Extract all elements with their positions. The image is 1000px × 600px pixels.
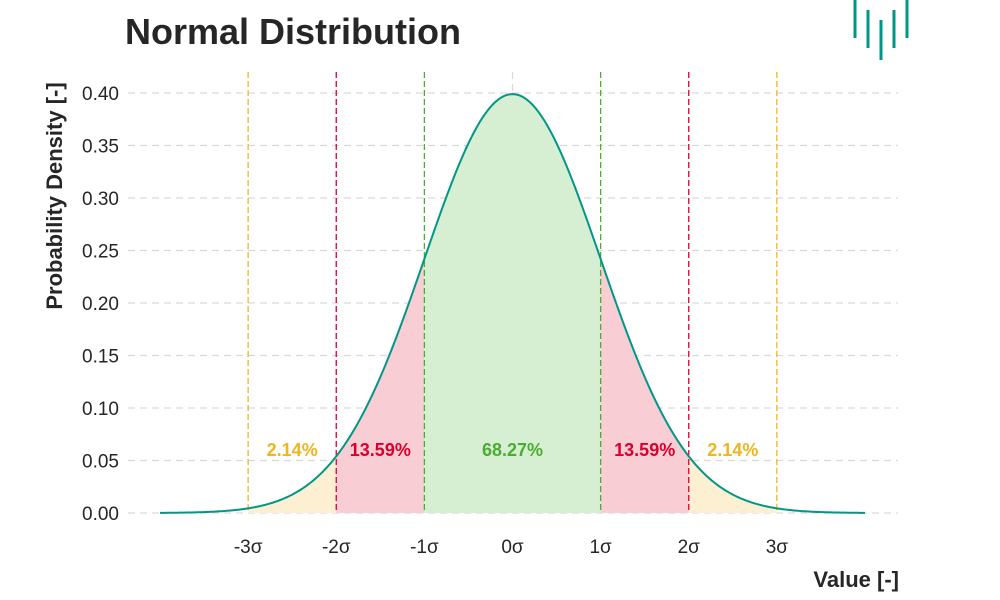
y-axis-label: Probability Density [-]	[42, 82, 67, 309]
y-tick-label: 0.00	[82, 504, 119, 525]
y-tick-label: 0.10	[82, 399, 119, 420]
x-tick-label: -2σ	[322, 537, 351, 558]
x-tick-label: -1σ	[410, 537, 439, 558]
y-tick-label: 0.15	[82, 347, 119, 368]
percentage-label: 68.27%	[482, 440, 543, 460]
x-tick-label: 0σ	[501, 537, 524, 558]
x-tick-label: 1σ	[589, 537, 612, 558]
x-tick-labels: -3σ -2σ -1σ 0σ 1σ 2σ 3σ	[234, 537, 788, 558]
curve-layer	[159, 93, 866, 514]
y-tick-label: 0.20	[82, 294, 119, 315]
y-tick-label: 0.35	[82, 137, 119, 158]
y-tick-labels: 0.00 0.05 0.10 0.15 0.20 0.25 0.30 0.35 0.40	[82, 84, 119, 525]
x-tick-label: -3σ	[234, 537, 263, 558]
chart-title: Normal Distribution	[125, 11, 461, 52]
percentage-label: 2.14%	[707, 440, 758, 460]
y-tick-label: 0.25	[82, 242, 119, 263]
x-tick-label: 3σ	[766, 537, 789, 558]
shaded-region	[424, 94, 601, 514]
shaded-region	[248, 456, 337, 513]
bars-logo-icon	[853, 0, 909, 60]
percentage-label: 13.59%	[614, 440, 675, 460]
y-tick-label: 0.30	[82, 189, 119, 210]
density-curve	[159, 93, 866, 514]
shaded-region	[688, 456, 777, 513]
percentage-label: 2.14%	[267, 440, 318, 460]
x-tick-label: 2σ	[678, 537, 701, 558]
label-layer: 2.14% 13.59% 68.27% 13.59% 2.14%	[267, 440, 759, 460]
y-tick-label: 0.05	[82, 452, 119, 473]
region-layer	[248, 94, 777, 514]
vline-layer	[247, 72, 778, 513]
x-axis-label: Value [-]	[813, 567, 899, 592]
y-tick-label: 0.40	[82, 84, 119, 105]
percentage-label: 13.59%	[350, 440, 411, 460]
